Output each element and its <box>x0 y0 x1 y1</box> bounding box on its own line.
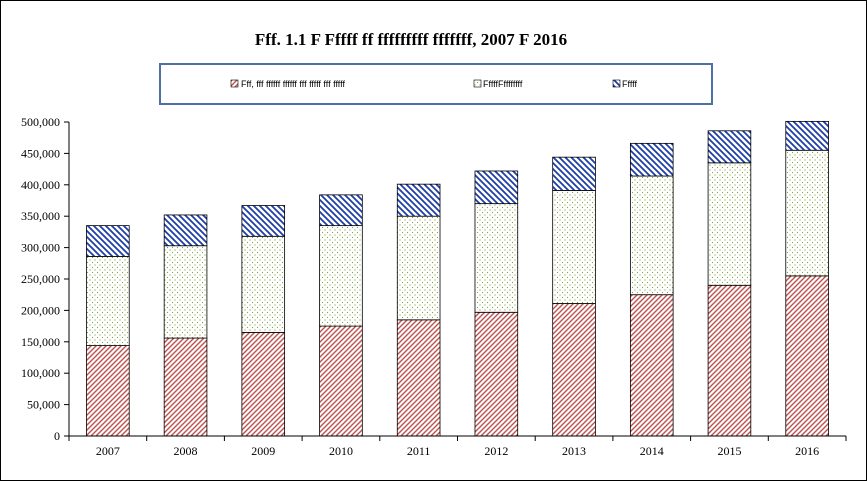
legend-swatch-series-2 <box>473 79 482 88</box>
x-tick-label-2007: 2007 <box>96 444 120 458</box>
bar-series-2-2009 <box>241 235 286 333</box>
bar-series-2-2014 <box>629 175 674 296</box>
chart-title: Fff. 1.1 F Fffff ff fffffffff fffffff, 2… <box>255 30 567 49</box>
bar-series-3-2014 <box>629 142 674 177</box>
bar-series-3-2012 <box>474 170 519 205</box>
y-tick-label: 250,000 <box>21 272 60 286</box>
bar-series-2-2007 <box>86 255 130 346</box>
bar-series-1-2014 <box>629 294 674 437</box>
y-tick-label: 200,000 <box>21 303 60 317</box>
bar-series-2-2012 <box>474 203 519 313</box>
bar-series-3-2007 <box>86 225 130 257</box>
x-tick-label-2013: 2013 <box>562 444 586 458</box>
x-tick-label-2010: 2010 <box>329 444 353 458</box>
bar-series-3-2010 <box>319 194 363 227</box>
bar-series-2-2015 <box>707 162 752 286</box>
x-tick-label-2011: 2011 <box>407 444 431 458</box>
y-tick-label: 100,000 <box>21 366 60 380</box>
x-tick-label-2016: 2016 <box>795 444 819 458</box>
legend-swatch-series-1 <box>230 79 239 88</box>
x-tick-label-2015: 2015 <box>717 444 741 458</box>
y-tick-label: 350,000 <box>21 209 60 223</box>
bar-series-3-2008 <box>163 214 208 247</box>
y-tick-label: 500,000 <box>21 115 60 129</box>
x-tick-label-2012: 2012 <box>484 444 508 458</box>
bar-series-3-2013 <box>552 156 596 191</box>
bar-series-2-2008 <box>163 245 208 339</box>
legend-swatch-series-3 <box>612 79 621 88</box>
bar-series-1-2009 <box>241 331 286 437</box>
x-tick-label-2009: 2009 <box>251 444 275 458</box>
bar-series-2-2013 <box>552 190 596 304</box>
bar-series-2-2011 <box>396 215 441 321</box>
legend-label-series-3: Fffff <box>622 79 638 89</box>
legend-label-series-1: Fff, fff ffffff ffffff fff fffff fff fff… <box>241 79 345 89</box>
bar-series-1-2012 <box>474 311 519 437</box>
bar-series-1-2013 <box>552 303 596 437</box>
bar-series-3-2011 <box>396 183 441 217</box>
y-tick-label: 50,000 <box>27 398 60 412</box>
y-tick-label: 450,000 <box>21 146 60 160</box>
bar-series-1-2011 <box>396 319 441 437</box>
bar-series-1-2007 <box>86 345 130 437</box>
bar-series-1-2010 <box>319 325 363 437</box>
bar-series-2-2016 <box>785 149 829 277</box>
x-tick-label-2008: 2008 <box>174 444 198 458</box>
y-tick-label: 300,000 <box>21 241 60 255</box>
x-tick-label-2014: 2014 <box>640 444 664 458</box>
legend-label-series-2: FffffFffffffff <box>483 79 523 89</box>
bar-series-1-2016 <box>785 275 829 437</box>
bar-series-3-2009 <box>241 205 286 237</box>
bar-series-1-2008 <box>163 337 208 437</box>
y-tick-label: 150,000 <box>21 335 60 349</box>
bar-series-3-2016 <box>785 120 829 151</box>
axes-layer: 0 50,000 100,000 150,000 200,000 250,000 300,0… <box>21 115 847 458</box>
bars-layer <box>86 120 829 437</box>
y-tick-label: 0 <box>54 429 60 443</box>
y-tick-label: 400,000 <box>21 178 60 192</box>
bar-series-2-2010 <box>319 225 363 327</box>
bar-series-3-2015 <box>707 130 752 164</box>
legend: Fff, fff ffffff ffffff fff fffff fff fff… <box>159 63 713 105</box>
bar-series-1-2015 <box>707 284 752 437</box>
